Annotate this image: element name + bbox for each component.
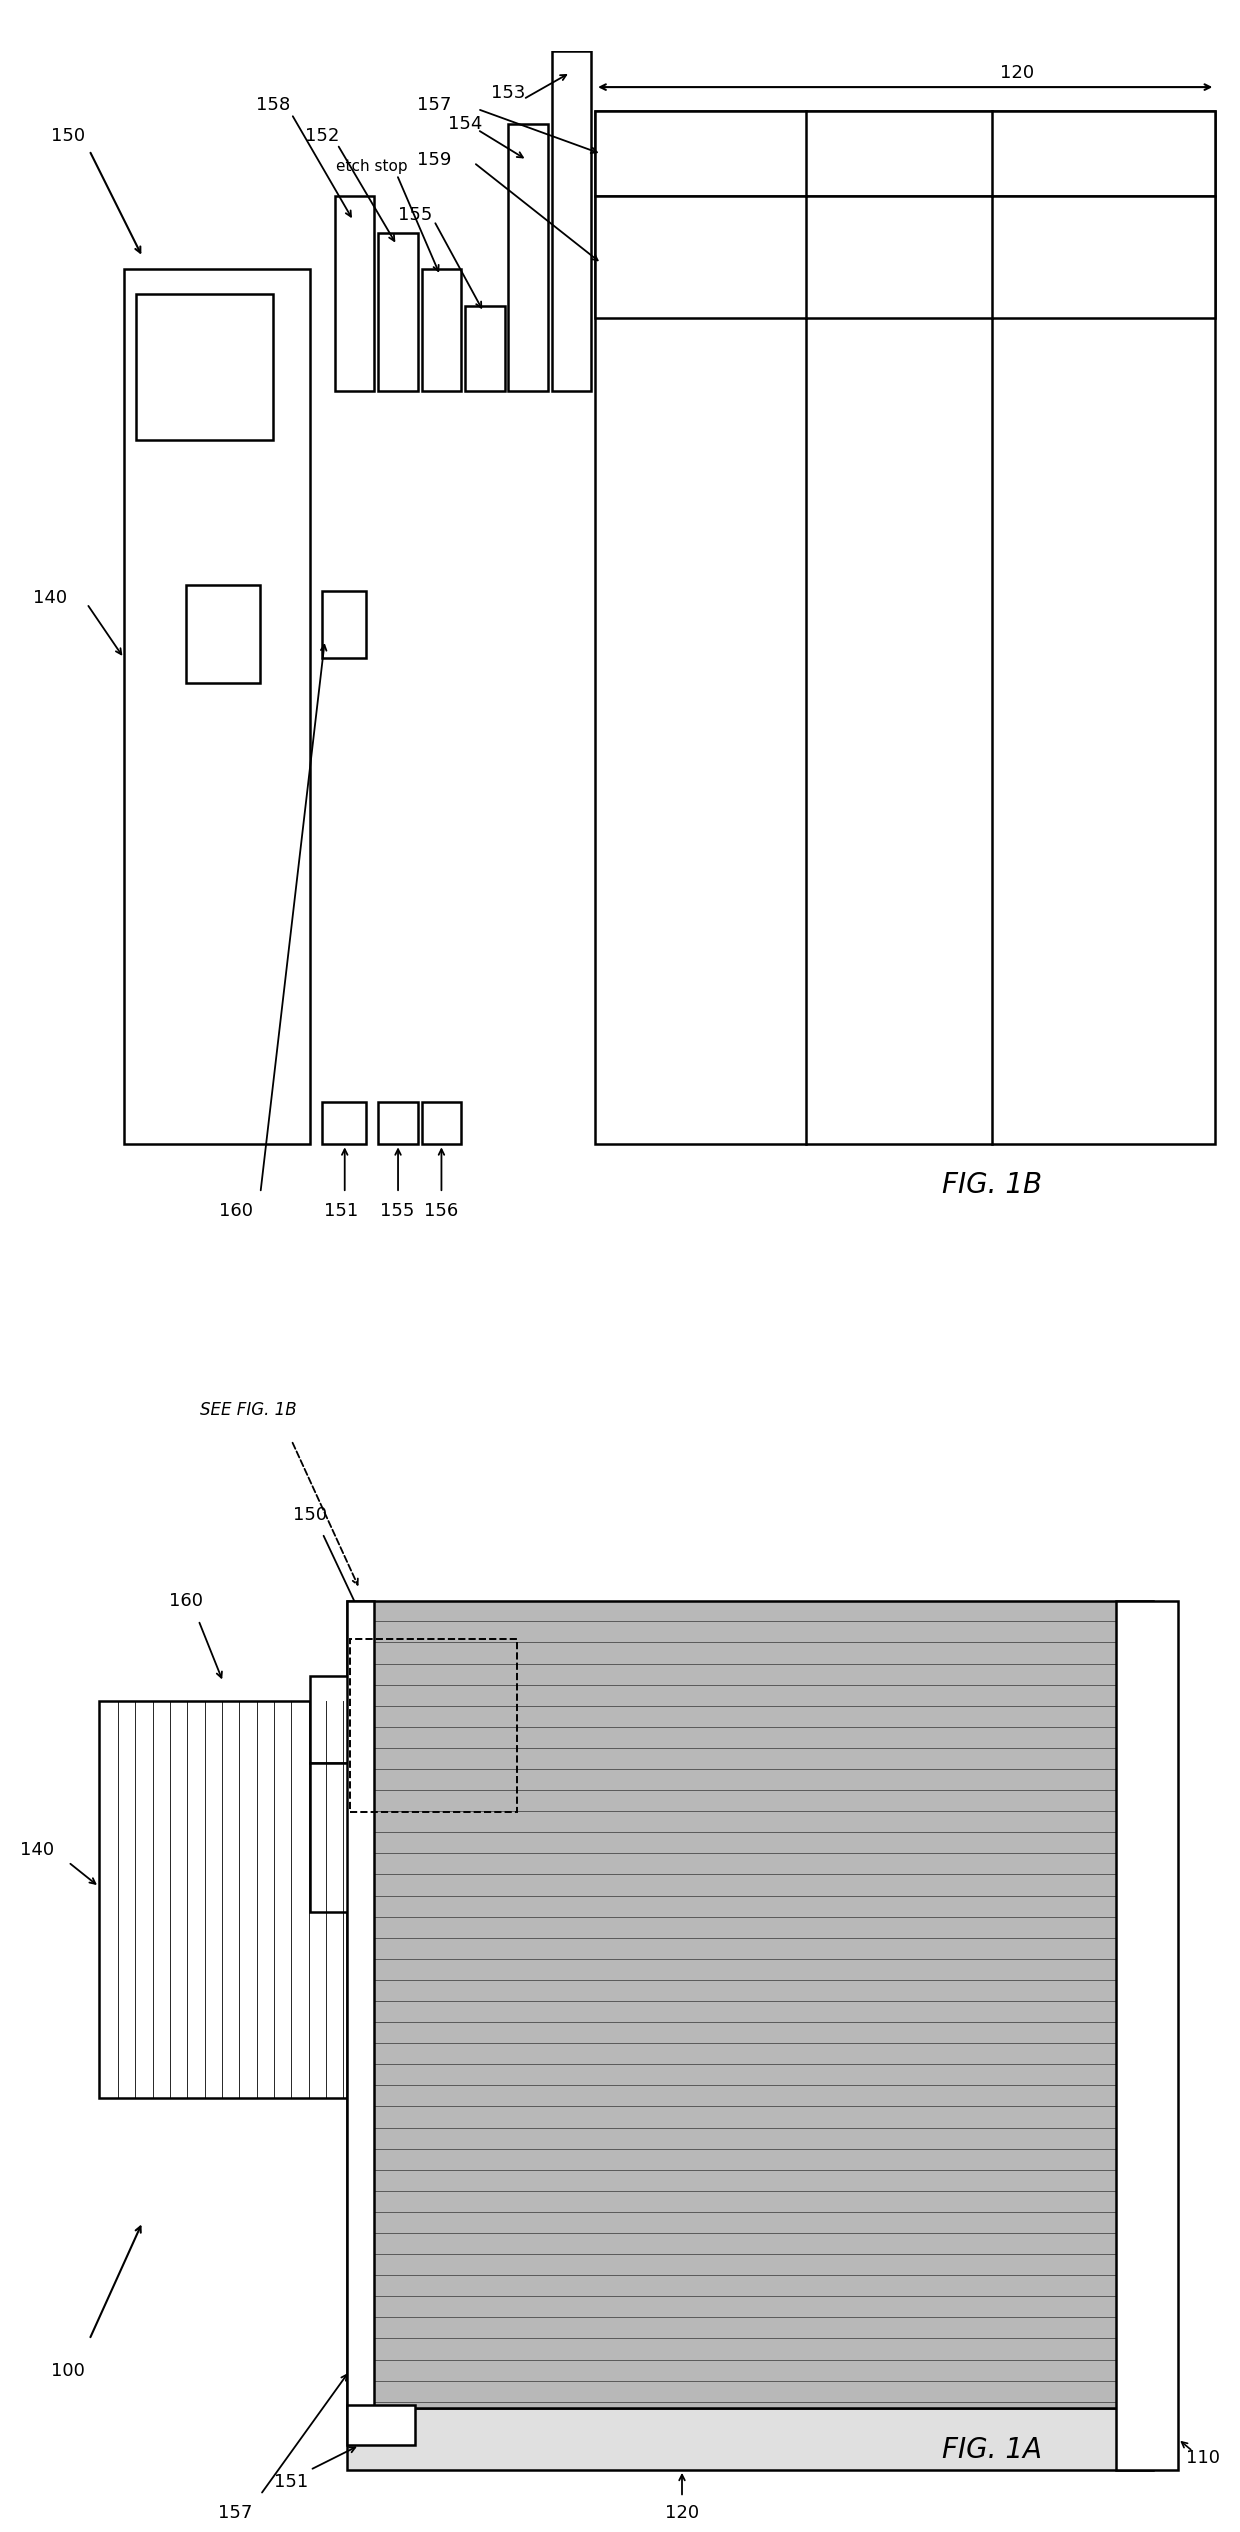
Bar <box>1116 1600 1178 2471</box>
Bar <box>136 294 273 441</box>
Bar <box>335 197 374 390</box>
Bar <box>347 2405 415 2446</box>
Text: 157: 157 <box>218 2504 253 2522</box>
Text: SEE FIG. 1B: SEE FIG. 1B <box>200 1400 296 1420</box>
Text: 156: 156 <box>424 1203 459 1220</box>
Text: 158: 158 <box>255 96 290 114</box>
Bar <box>508 124 548 390</box>
Bar <box>422 1101 461 1144</box>
Text: 150: 150 <box>51 127 86 144</box>
Bar <box>347 1600 1153 2408</box>
Text: 153: 153 <box>491 84 526 101</box>
Text: 160: 160 <box>218 1203 253 1220</box>
Bar <box>186 585 260 684</box>
Bar <box>99 1702 347 2096</box>
Text: 120: 120 <box>665 2504 699 2522</box>
Bar <box>347 2408 1153 2471</box>
Text: 150: 150 <box>293 1507 327 1524</box>
Text: 154: 154 <box>448 114 482 132</box>
Text: FIG. 1B: FIG. 1B <box>942 1172 1042 1200</box>
Bar <box>124 268 310 1144</box>
Bar <box>322 1101 366 1144</box>
Bar <box>310 1762 366 1912</box>
Text: 151: 151 <box>324 1203 358 1220</box>
Text: 100: 100 <box>51 2362 86 2380</box>
Text: 155: 155 <box>379 1203 414 1220</box>
Text: 110: 110 <box>1185 2448 1220 2466</box>
Text: 160: 160 <box>169 1593 203 1610</box>
Bar <box>378 1101 418 1144</box>
Bar <box>310 1676 366 1762</box>
Bar <box>322 592 366 658</box>
Text: 155: 155 <box>398 205 433 223</box>
Bar <box>378 233 418 390</box>
Text: etch stop: etch stop <box>336 160 408 175</box>
Text: 140: 140 <box>32 587 67 608</box>
Text: 151: 151 <box>274 2474 309 2491</box>
Text: 140: 140 <box>20 1841 55 1858</box>
Text: 120: 120 <box>999 63 1034 81</box>
Text: 157: 157 <box>417 96 451 114</box>
Bar <box>422 268 461 390</box>
Bar <box>595 111 1215 197</box>
Bar <box>595 197 1215 319</box>
Text: 152: 152 <box>305 127 340 144</box>
Text: FIG. 1A: FIG. 1A <box>942 2436 1042 2464</box>
Text: 159: 159 <box>417 152 451 170</box>
Bar <box>465 306 505 390</box>
Bar <box>350 1638 517 1813</box>
Bar <box>347 1600 374 2408</box>
Bar <box>552 51 591 390</box>
Bar <box>595 111 1215 1144</box>
